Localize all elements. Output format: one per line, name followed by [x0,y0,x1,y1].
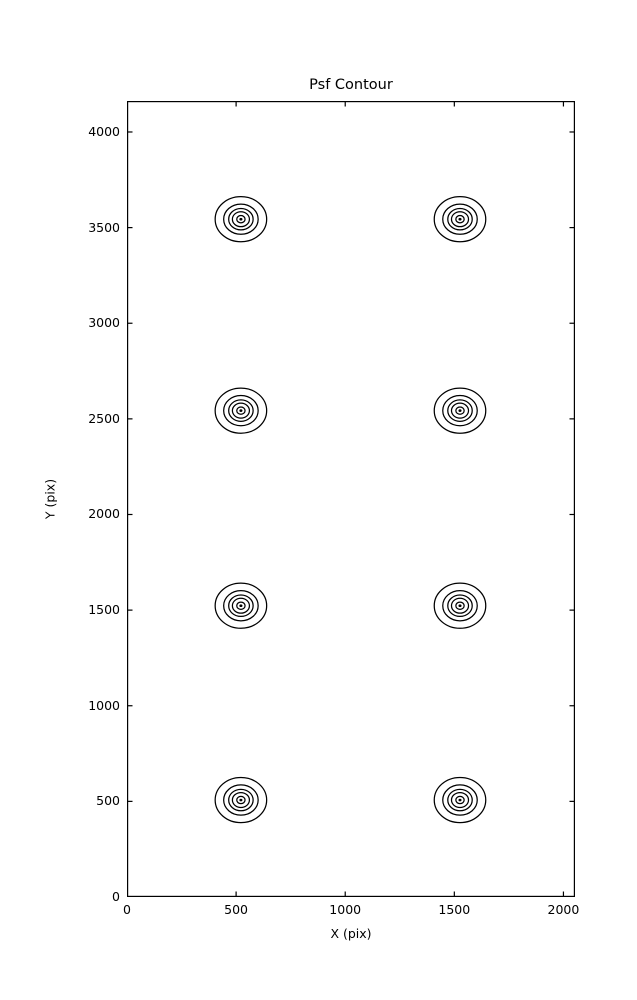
y-tick-label: 2500 [88,410,120,426]
psf-contour-ring [447,207,473,231]
plot-area [127,101,575,897]
psf-contour-ring [214,582,268,629]
psf-contour-ring [228,788,254,812]
psf-contour-ring [228,207,254,231]
y-tick-label: 4000 [88,123,120,139]
psf-contour-ring [223,784,259,816]
x-tick-label: 500 [224,902,249,917]
psf-contour-ring [214,776,268,824]
psf-contour-ring [455,795,465,805]
psf-contour-ring [433,387,487,434]
psf-contour-center-dot [239,604,243,608]
x-tick-label: 1000 [329,902,362,917]
psf-contour-ring [231,211,251,228]
psf-contour-center-dot [239,798,243,802]
x-tick-label: 1500 [438,902,471,917]
psf-contour-ring [442,394,478,427]
chart-title: Psf Contour [309,77,393,93]
psf-contour-ring [455,406,465,415]
psf-contour-center-dot [458,604,462,608]
psf-contour-ring [231,597,251,614]
psf-contour-ring [450,597,470,614]
psf-contour-center-dot [239,409,243,412]
psf-contour-ring [214,196,268,243]
psf-contour-ring [433,582,487,629]
psf-contour-ring [442,784,478,816]
psf-contour-ring [433,776,487,824]
psf-contour-ring [236,795,246,805]
y-tick-label: 3500 [88,219,120,235]
psf-contour-ring [442,203,478,235]
psf-contour-ring [450,211,470,228]
psf-contour-ring [228,594,254,618]
y-tick-label: 0 [112,889,120,904]
psf-contour-ring [447,788,473,812]
psf-contour-ring [236,601,246,610]
y-tick-label: 500 [96,793,120,809]
psf-contour-center-dot [458,798,462,802]
x-tick-label: 2000 [547,902,580,917]
psf-contour-ring [231,402,251,419]
psf-contour-ring [223,203,259,235]
psf-contour-ring [447,399,473,422]
psf-contour-center-dot [458,409,462,412]
psf-contour-ring [442,589,478,622]
psf-contour-ring [214,387,268,434]
psf-contour-ring [236,406,246,415]
x-tick-label: 0 [123,902,131,917]
psf-contour-ring [228,399,254,422]
psf-contour-ring [223,394,259,427]
y-tick-label: 2000 [88,506,120,522]
y-tick-label: 3000 [88,315,120,331]
y-tick-label: 1500 [88,602,120,618]
psf-contour-ring [450,402,470,419]
psf-contour-ring [236,214,246,224]
axes-frame [127,101,575,897]
x-axis-label: X (pix) [330,926,372,941]
psf-contour-ring [455,214,465,224]
psf-contour-ring [450,791,470,809]
psf-contour-ring [447,594,473,618]
psf-contour-ring [433,196,487,243]
psf-contour-ring [223,589,259,622]
psf-contour-ring [455,601,465,610]
y-tick-label: 1000 [88,697,120,713]
psf-contour-center-dot [239,217,243,221]
psf-contour-center-dot [458,217,462,221]
psf-contour-ring [231,791,251,809]
